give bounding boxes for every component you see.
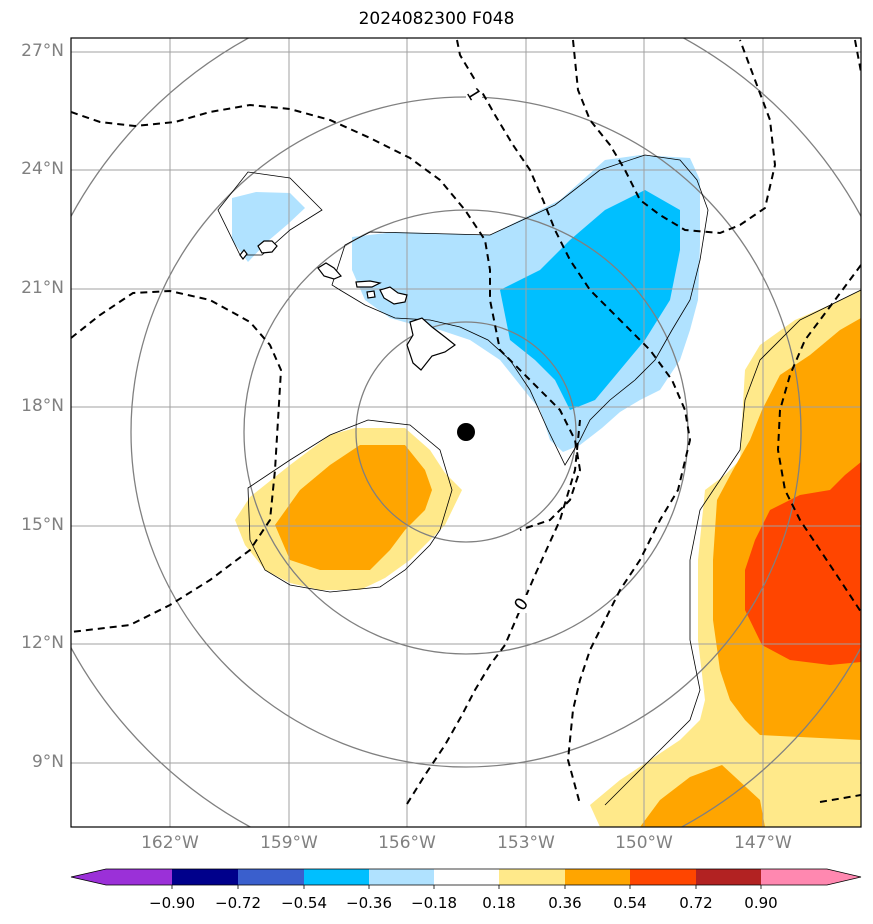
lon-label-147w: 147°W (734, 833, 792, 853)
lat-label-9n: 9°N (31, 752, 64, 772)
colorbar-swatch-2 (172, 869, 238, 885)
colorbar-tick-label: −0.18 (411, 894, 457, 912)
axes-frame (70, 37, 862, 828)
colorbar-swatch-1 (106, 869, 172, 885)
thin-contour-main (331, 154, 709, 466)
thin-contour-se (604, 289, 861, 806)
colorbar-tick-label: 0.72 (679, 894, 713, 912)
colorbar-swatch-4 (304, 869, 369, 885)
island-niihau (239, 249, 248, 260)
colorbar-tick-label: 0.18 (482, 894, 516, 912)
blue-region-kauai (232, 192, 305, 262)
island-molokai (355, 280, 382, 288)
colorbar-swatch-6 (434, 869, 499, 885)
dashed-contour-far-east (776, 264, 861, 613)
hawaiian-islands (239, 240, 457, 371)
lat-label-27n: 27°N (21, 41, 64, 61)
map-area: 1 0 (71, 38, 861, 827)
colorbar-swatch-10 (696, 869, 761, 885)
red-region-se (745, 462, 861, 665)
dashed-contour-ne (854, 39, 861, 73)
lon-label-153w: 153°W (497, 833, 555, 853)
colorbar-tick-label: 0.90 (744, 894, 778, 912)
lon-label-156w: 156°W (378, 833, 436, 853)
lon-label-150w: 150°W (615, 833, 673, 853)
storm-center-marker (457, 423, 475, 441)
lat-label-24n: 24°N (21, 159, 64, 179)
colorbar-tick-label: −0.36 (346, 894, 392, 912)
dashed-contour-east (572, 39, 777, 235)
lat-label-21n: 21°N (21, 278, 64, 298)
thin-contour-sw (247, 419, 453, 593)
island-kauai (257, 240, 278, 254)
island-oahu (317, 262, 342, 280)
colorbar-tick-label: −0.54 (281, 894, 327, 912)
colorbar-swatch-11 (761, 869, 827, 885)
lon-label-162w: 162°W (141, 833, 199, 853)
island-lanai (366, 290, 376, 299)
colorbar-swatch-9 (630, 869, 696, 885)
colorbar-extend-low (71, 869, 106, 885)
dashed-contour-0 (406, 419, 581, 805)
colorbar-tick-label: −0.72 (215, 894, 261, 912)
island-big-island (406, 317, 457, 371)
colorbar-outline (70, 868, 862, 886)
colorbar (70, 868, 862, 889)
colorbar-swatch-8 (565, 869, 630, 885)
colorbar-tick-label: −0.90 (149, 894, 195, 912)
dashed-contour-west (71, 289, 283, 633)
lat-label-18n: 18°N (21, 396, 64, 416)
dashed-contour-se (819, 794, 861, 803)
colorbar-tick-label: 0.36 (548, 894, 582, 912)
colorbar-extend-high (827, 869, 861, 885)
lat-label-15n: 15°N (21, 515, 64, 535)
colorbar-swatch-3 (238, 869, 304, 885)
range-ring-1 (355, 321, 577, 543)
orange-region-se-bottom (640, 765, 765, 827)
colorbar-swatch-7 (499, 869, 565, 885)
colorbar-swatch-5 (369, 869, 434, 885)
orange-region-sw (275, 445, 432, 570)
island-maui (379, 286, 408, 305)
lat-label-12n: 12°N (21, 633, 64, 653)
graticule (71, 38, 861, 827)
colorbar-tick-label: 0.54 (613, 894, 647, 912)
figure-title: 2024082300 F048 (358, 9, 515, 29)
dashed-contours (71, 39, 861, 805)
lon-label-159w: 159°W (260, 833, 318, 853)
